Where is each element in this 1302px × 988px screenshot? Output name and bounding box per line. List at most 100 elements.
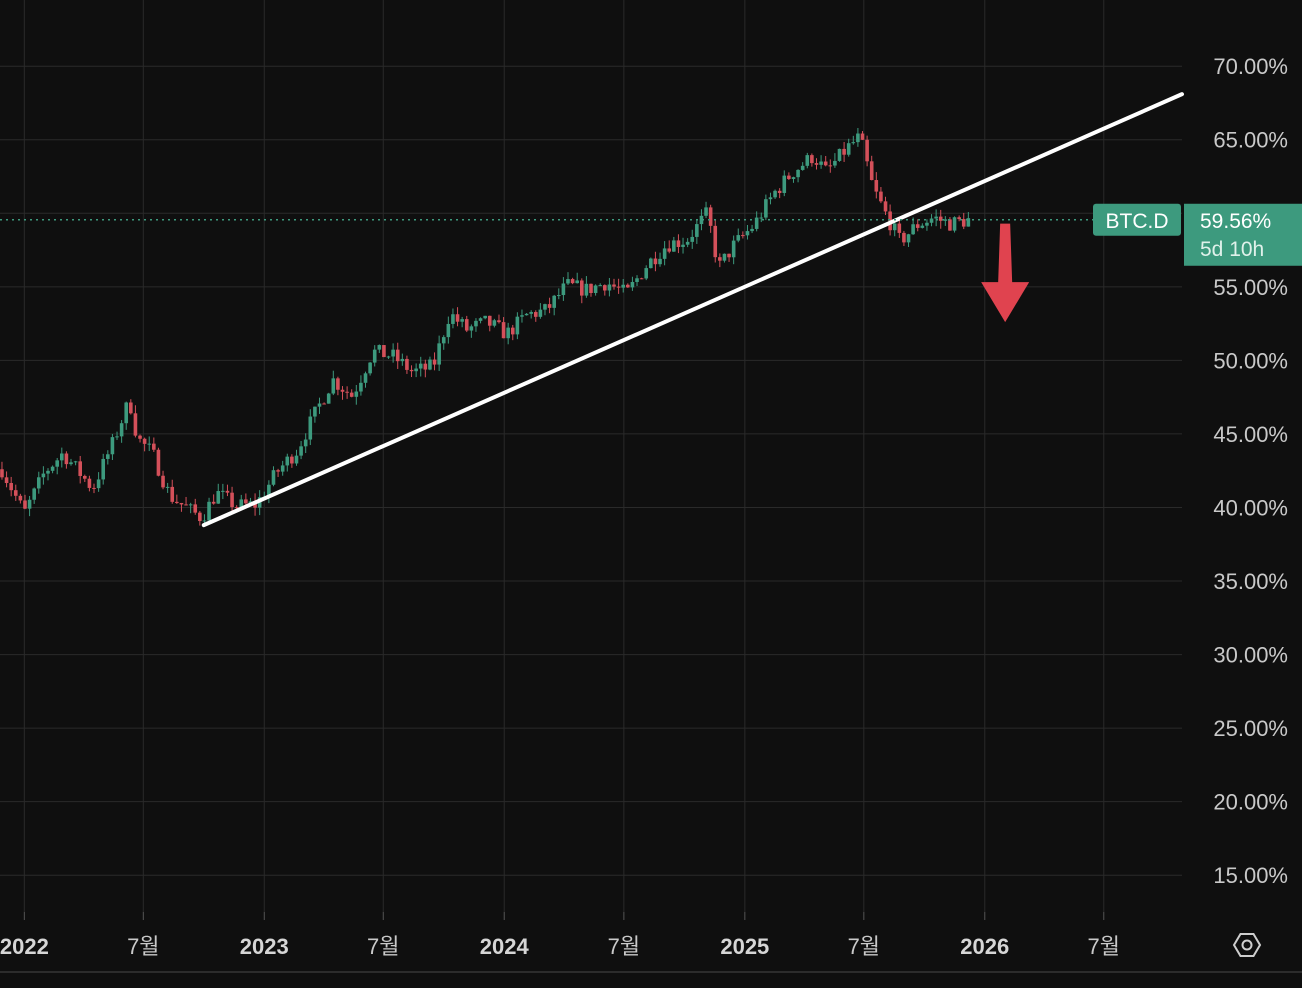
- candle-body: [543, 304, 547, 310]
- candle-body: [211, 501, 216, 504]
- candle-body: [216, 491, 221, 504]
- price-badge[interactable]: 59.56% 5d 10h: [1184, 203, 1302, 266]
- y-tick-label: 40.00%: [1213, 495, 1288, 520]
- candle-body: [497, 320, 501, 323]
- candle-body: [239, 499, 244, 508]
- candle-body: [626, 284, 630, 288]
- candle-body: [299, 446, 303, 456]
- candle-body: [842, 148, 846, 155]
- candle-body: [165, 486, 170, 488]
- candle-body: [630, 281, 635, 288]
- x-axis[interactable]: 2022 7월 2023 7월 2024 7월 2025 7월 2026 7월: [0, 912, 1120, 959]
- candle-body: [920, 225, 925, 228]
- candlestick-series[interactable]: [0, 127, 971, 527]
- candle-body: [198, 512, 202, 522]
- candle-body: [400, 358, 405, 362]
- candle-body: [948, 219, 952, 231]
- candle-body: [175, 501, 179, 503]
- candle-body: [285, 456, 290, 466]
- candle-body: [713, 225, 718, 258]
- candle-body: [800, 165, 805, 170]
- candle-body: [718, 257, 722, 261]
- candle-body: [317, 403, 322, 407]
- y-tick-label: 15.00%: [1213, 863, 1288, 888]
- candle-body: [46, 470, 50, 474]
- candle-body: [736, 235, 741, 241]
- candle-body: [432, 359, 437, 365]
- candle-body: [556, 295, 561, 297]
- candle-body: [437, 343, 441, 365]
- candle-body: [750, 228, 754, 232]
- candle-body: [823, 161, 828, 166]
- candle-body: [303, 439, 308, 447]
- candle-body: [644, 268, 649, 279]
- candle-body: [87, 478, 92, 488]
- candle-body: [36, 477, 41, 489]
- candle-body: [741, 235, 745, 237]
- candle-body: [9, 483, 13, 491]
- candle-body: [138, 435, 142, 439]
- candle-body: [612, 284, 616, 287]
- candle-body: [0, 469, 4, 478]
- candle-body: [695, 224, 699, 237]
- candle-body: [18, 495, 23, 501]
- candle-body: [423, 363, 428, 370]
- candle-body: [340, 389, 345, 392]
- y-tick-label: 70.00%: [1213, 54, 1288, 79]
- trendline[interactable]: [201, 92, 1184, 528]
- candle-body: [874, 180, 879, 192]
- x-tick-label: 2024: [480, 934, 530, 959]
- candle-body: [147, 443, 152, 445]
- down-arrow-annotation[interactable]: [981, 223, 1030, 323]
- candle-body: [892, 223, 897, 231]
- candle-body: [78, 461, 83, 476]
- candle-body: [667, 248, 672, 252]
- y-tick-label: 50.00%: [1213, 348, 1288, 373]
- current-price-label: 59.56%: [1200, 210, 1271, 233]
- candle-body: [773, 190, 777, 198]
- candle-body: [777, 190, 782, 193]
- candle-body: [515, 316, 520, 335]
- candle-body: [221, 490, 225, 492]
- candle-body: [271, 470, 276, 485]
- y-tick-label: 55.00%: [1213, 275, 1288, 300]
- candle-body: [501, 322, 506, 339]
- candle-body: [529, 312, 533, 314]
- candle-body: [672, 240, 676, 252]
- candle-body: [322, 403, 326, 405]
- candle-body: [819, 161, 823, 165]
- candle-body: [294, 455, 299, 464]
- candle-body: [787, 175, 791, 179]
- candle-body: [704, 207, 708, 216]
- candle-body: [32, 488, 36, 500]
- symbol-badge[interactable]: BTC.D: [1093, 203, 1181, 236]
- candle-body: [170, 486, 175, 502]
- candle-body: [110, 437, 115, 455]
- candle-body: [69, 462, 73, 465]
- candle-body: [727, 253, 731, 258]
- candle-body: [658, 258, 662, 265]
- candle-body: [722, 253, 727, 261]
- candle-body: [115, 436, 119, 438]
- candle-body: [754, 217, 759, 229]
- y-axis[interactable]: 15.00% 20.00% 25.00% 30.00% 35.00% 40.00% 45.0…: [1213, 54, 1288, 888]
- candle-body: [96, 479, 101, 489]
- candle-body: [345, 391, 349, 393]
- candle-body: [943, 219, 948, 221]
- y-tick-label: 65.00%: [1213, 128, 1288, 153]
- candle-body: [607, 284, 612, 291]
- candle-body: [414, 368, 418, 372]
- candle-body: [225, 490, 230, 493]
- candle-body: [492, 320, 497, 326]
- candle-body: [267, 484, 271, 497]
- candle-body: [354, 391, 359, 397]
- candle-body: [506, 327, 510, 339]
- candle-body: [276, 470, 280, 472]
- candle-body: [13, 490, 18, 496]
- candle-body: [133, 413, 138, 436]
- candle-body: [869, 161, 874, 181]
- settings-icon[interactable]: [1232, 933, 1262, 957]
- candle-body: [865, 139, 869, 162]
- candle-body: [290, 456, 294, 464]
